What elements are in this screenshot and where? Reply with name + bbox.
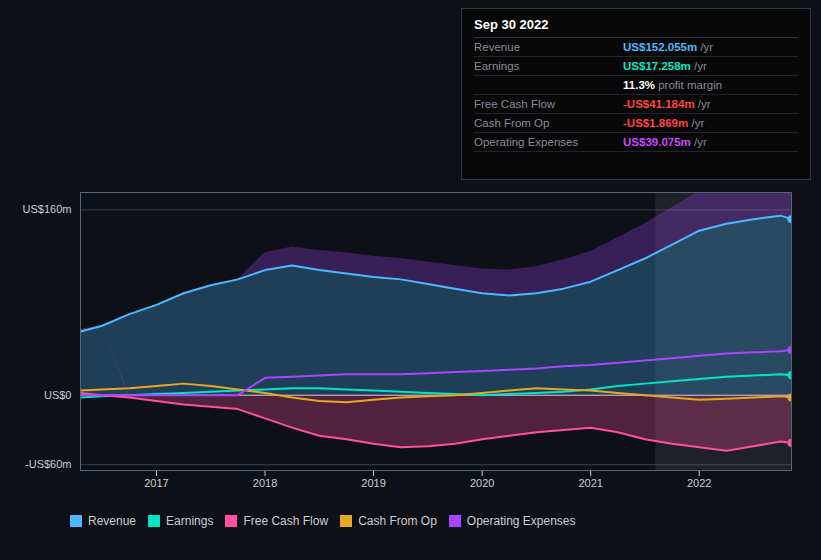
html-text:Earnings: Earnings [166, 513, 214, 528]
html-text:Sep 30 2022: Sep 30 2022 [474, 17, 549, 32]
html-text:Cash From Op: Cash From Op [358, 513, 437, 528]
html-text:Operating Expenses: Operating Expenses [466, 513, 576, 528]
html-text:Cash From Op: Cash From Op [474, 117, 550, 129]
svg-text:-US$60m: -US$60m [25, 458, 71, 470]
html-text:11.3% profit margin: 11.3% profit margin [623, 79, 723, 91]
svg-text:US$0: US$0 [44, 389, 72, 401]
html-text:Revenue: Revenue [474, 41, 520, 53]
html-text:Free Cash Flow: Free Cash Flow [474, 98, 556, 110]
html-text:Earnings: Earnings [474, 60, 520, 72]
svg-text:2022: 2022 [687, 477, 711, 489]
html-text:-US$41.184m /yr: -US$41.184m /yr [623, 98, 711, 110]
svg-text:2017: 2017 [144, 477, 168, 489]
svg-text:2019: 2019 [361, 477, 385, 489]
html-text:US$152.055m /yr: US$152.055m /yr [623, 41, 714, 53]
html-text:Free Cash Flow: Free Cash Flow [243, 513, 329, 528]
svg-text:2018: 2018 [253, 477, 277, 489]
html-text:US$39.075m /yr: US$39.075m /yr [623, 136, 707, 148]
html-text:-US$1.869m /yr: -US$1.869m /yr [623, 117, 705, 129]
svg-text:2020: 2020 [470, 477, 494, 489]
svg-text:2021: 2021 [578, 477, 602, 489]
html-text:Revenue: Revenue [88, 513, 136, 528]
html-text:US$17.258m /yr: US$17.258m /yr [623, 60, 707, 72]
svg-text:US$160m: US$160m [23, 203, 72, 215]
html-text:Operating Expenses: Operating Expenses [474, 136, 579, 148]
